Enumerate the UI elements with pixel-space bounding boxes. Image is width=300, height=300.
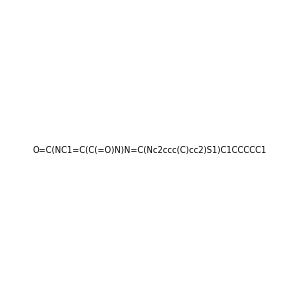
Text: O=C(NC1=C(C(=O)N)N=C(Nc2ccc(C)cc2)S1)C1CCCCC1: O=C(NC1=C(C(=O)N)N=C(Nc2ccc(C)cc2)S1)C1C… [33, 146, 267, 154]
